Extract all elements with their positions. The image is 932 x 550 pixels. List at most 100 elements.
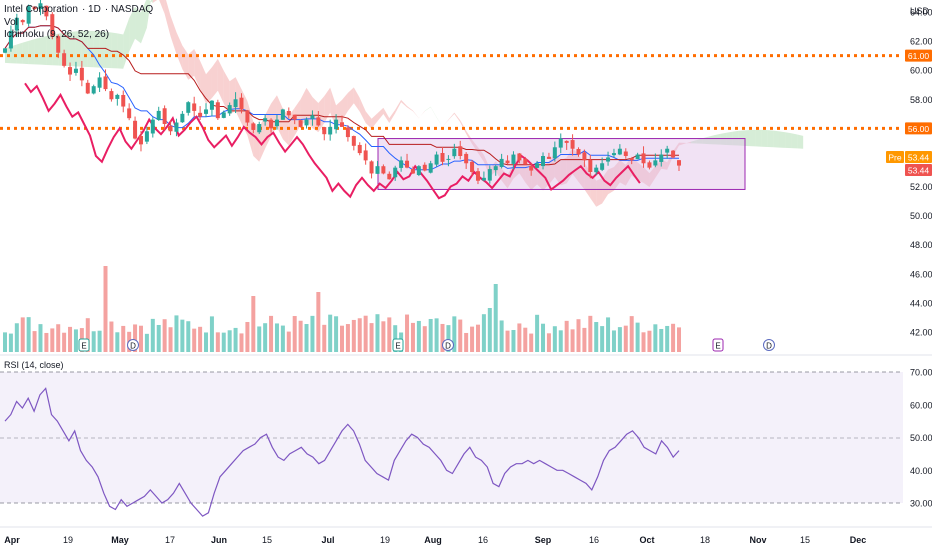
cloud-segment-bullish bbox=[34, 37, 41, 65]
time-tick-label: 16 bbox=[589, 535, 599, 545]
earnings-marker[interactable]: E bbox=[78, 338, 90, 352]
volume-bar bbox=[26, 317, 31, 352]
candle bbox=[493, 164, 498, 176]
candle-body bbox=[68, 67, 73, 75]
earnings-marker[interactable]: E bbox=[392, 338, 404, 352]
candle-body bbox=[286, 110, 291, 116]
cloud-segment-bearish bbox=[377, 107, 384, 122]
candle bbox=[546, 152, 551, 160]
last-price-badge-text: 53.44 bbox=[908, 166, 930, 176]
candle-body bbox=[310, 115, 315, 119]
volume-bar bbox=[611, 330, 616, 352]
candle bbox=[351, 135, 356, 151]
time-axis[interactable]: Apr 19 May 17 Jun 15 Jul 19 Aug 16 Sep 16 Oct 18 Nov 15… bbox=[4, 535, 866, 545]
candle bbox=[328, 119, 333, 141]
cloud-segment-bearish bbox=[613, 160, 620, 191]
volume-bar bbox=[481, 314, 486, 352]
volume-bar bbox=[511, 329, 516, 352]
chikou-span-line bbox=[24, 82, 641, 200]
candle-body bbox=[103, 76, 108, 90]
price-tick-label: 58.00 bbox=[910, 95, 932, 105]
symbol-header[interactable]: Intel Corporation · 1D · NASDAQ bbox=[4, 4, 154, 15]
pre-label-badge-text: Pre bbox=[888, 153, 902, 163]
candle-body bbox=[150, 119, 155, 134]
candle bbox=[416, 165, 421, 177]
candle-body bbox=[121, 94, 126, 107]
candle bbox=[38, 0, 43, 16]
price-tick-label: 64.00 bbox=[910, 8, 932, 18]
candle-body bbox=[552, 147, 557, 159]
candle bbox=[79, 60, 84, 87]
volume-bar bbox=[292, 316, 297, 352]
candle bbox=[369, 160, 374, 179]
candle-body bbox=[487, 169, 492, 181]
candle bbox=[334, 114, 339, 134]
volume-bar bbox=[251, 296, 256, 352]
candle bbox=[50, 12, 55, 40]
volume-bar bbox=[280, 325, 285, 352]
rsi-line bbox=[4, 387, 680, 517]
candle bbox=[340, 115, 344, 128]
candle bbox=[115, 93, 120, 106]
cloud-segment-bullish bbox=[779, 131, 786, 148]
candle bbox=[582, 149, 587, 167]
candle bbox=[44, 5, 49, 21]
candle-body bbox=[345, 127, 350, 138]
candle-body bbox=[600, 163, 605, 170]
volume-bar bbox=[546, 333, 551, 352]
cloud-segment-bullish bbox=[436, 117, 443, 127]
volume-bar bbox=[209, 316, 214, 352]
candle bbox=[481, 171, 486, 182]
volume-bar bbox=[56, 324, 61, 352]
candle-body bbox=[428, 163, 433, 173]
candle-body bbox=[629, 158, 634, 161]
time-tick-label: 19 bbox=[380, 535, 390, 545]
candle-body bbox=[204, 109, 209, 114]
earnings-marker-box bbox=[392, 338, 404, 352]
candle-body bbox=[97, 77, 102, 88]
symbol-name[interactable]: Intel Corporation bbox=[4, 4, 78, 15]
time-tick-label: 15 bbox=[800, 535, 810, 545]
ichimoku-label: Ichimoku (9, 26, 52, 26) bbox=[4, 29, 110, 40]
dividend-marker[interactable]: D bbox=[763, 339, 775, 351]
pre-label-badge-bg bbox=[886, 151, 904, 163]
candlesticks bbox=[3, 0, 681, 185]
candle bbox=[215, 99, 220, 120]
candle bbox=[316, 111, 321, 127]
candle-body bbox=[280, 109, 285, 120]
dividend-marker-circle bbox=[763, 339, 775, 351]
interval-label[interactable]: 1D bbox=[88, 4, 101, 15]
rsi-legend[interactable]: RSI (14, close) bbox=[4, 360, 64, 370]
candle-body bbox=[588, 159, 593, 172]
volume-legend[interactable]: Vol bbox=[4, 17, 22, 28]
pre-price-badge-bg bbox=[905, 151, 932, 163]
candle bbox=[576, 147, 581, 157]
event-marker-label: E bbox=[715, 342, 720, 351]
cloud-segment-bullish bbox=[761, 129, 768, 147]
cloud-segment-bearish bbox=[206, 67, 212, 104]
cloud-segment-bullish bbox=[10, 44, 17, 64]
dividend-marker[interactable]: D bbox=[127, 339, 139, 351]
candle-body bbox=[351, 136, 356, 146]
volume-bar bbox=[263, 323, 268, 352]
candle-body bbox=[470, 161, 475, 172]
volume-bar bbox=[50, 328, 55, 352]
ichimoku-legend[interactable]: Ichimoku (9, 26, 52, 26) bbox=[4, 29, 113, 40]
earnings-marker[interactable]: E bbox=[712, 338, 724, 352]
candle-body bbox=[26, 6, 31, 24]
candle bbox=[517, 152, 522, 164]
cloud-segment-bullish bbox=[135, 6, 141, 44]
candle-body bbox=[186, 102, 191, 113]
candle bbox=[511, 151, 516, 170]
cloud-segment-bullish bbox=[111, 32, 118, 69]
candle-body bbox=[653, 160, 658, 166]
volume-bar bbox=[416, 320, 421, 352]
volume-bar bbox=[452, 316, 457, 352]
candle bbox=[233, 92, 238, 114]
candle-body bbox=[493, 166, 498, 171]
candle bbox=[198, 106, 203, 120]
candle bbox=[464, 152, 469, 169]
dividend-marker[interactable]: D bbox=[442, 339, 454, 351]
